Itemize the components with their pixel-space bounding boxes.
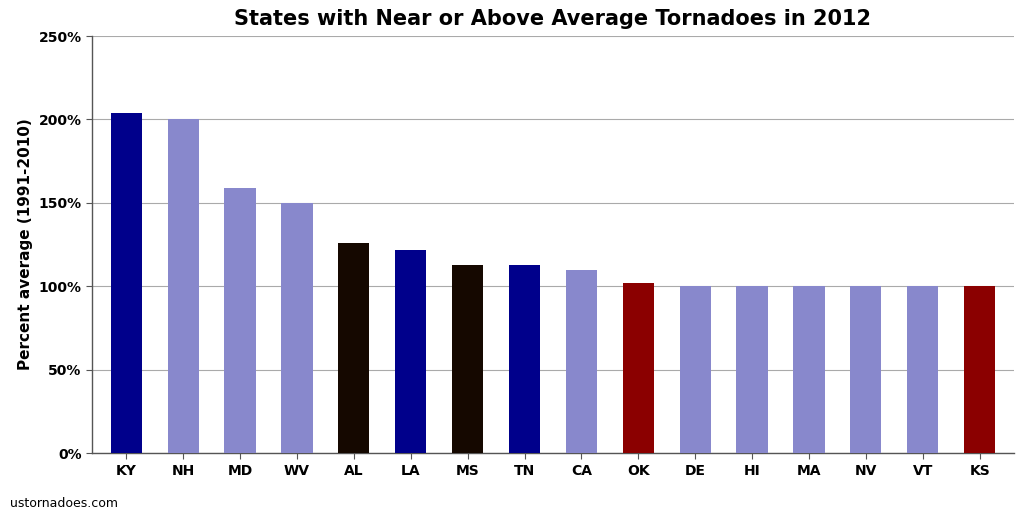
Bar bbox=[680, 286, 711, 453]
Bar bbox=[168, 119, 199, 453]
Bar bbox=[964, 286, 995, 453]
Bar bbox=[282, 203, 312, 453]
Bar bbox=[623, 283, 654, 453]
Bar bbox=[224, 188, 256, 453]
Bar bbox=[395, 250, 426, 453]
Bar bbox=[111, 113, 142, 453]
Bar bbox=[509, 265, 541, 453]
Bar bbox=[794, 286, 824, 453]
Y-axis label: Percent average (1991-2010): Percent average (1991-2010) bbox=[18, 119, 33, 370]
Text: ustornadoes.com: ustornadoes.com bbox=[10, 497, 118, 510]
Bar bbox=[736, 286, 768, 453]
Bar bbox=[907, 286, 938, 453]
Bar bbox=[338, 243, 370, 453]
Bar bbox=[565, 270, 597, 453]
Bar bbox=[452, 265, 483, 453]
Bar bbox=[850, 286, 882, 453]
Title: States with Near or Above Average Tornadoes in 2012: States with Near or Above Average Tornad… bbox=[234, 9, 871, 29]
